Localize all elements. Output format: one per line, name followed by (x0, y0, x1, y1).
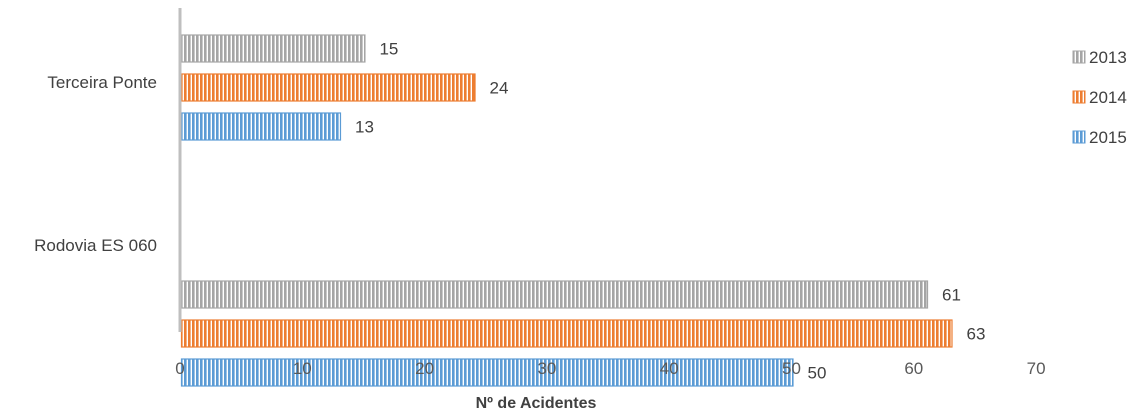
bar-rodovia-es-060-2013 (180, 280, 929, 309)
x-tick-label: 20 (415, 359, 434, 378)
data-label: 50 (808, 364, 827, 383)
legend-swatch-2013 (1072, 50, 1086, 64)
data-label: 63 (966, 325, 985, 344)
data-label: 61 (942, 286, 961, 305)
x-axis-title: Nº de Acidentes (476, 395, 597, 412)
legend-label-2013: 2013 (1089, 48, 1127, 67)
bar-terceira-ponte-2015 (180, 112, 342, 141)
x-tick-label: 60 (904, 359, 923, 378)
bar-terceira-ponte-2013 (180, 34, 366, 63)
legend: 2013 2014 2015 (1072, 48, 1127, 147)
data-label: 24 (490, 79, 509, 98)
bar-rodovia-es-060-2015 (180, 358, 794, 387)
bars-layer (180, 34, 953, 387)
legend-label-2015: 2015 (1089, 128, 1127, 147)
x-tick-label: 70 (1027, 359, 1046, 378)
bar-terceira-ponte-2014 (180, 73, 476, 102)
x-tick-labels: 0 10 20 30 40 50 60 70 (175, 359, 1045, 378)
legend-swatch-2015 (1072, 130, 1086, 144)
x-tick-label: 10 (293, 359, 312, 378)
x-tick-label: 40 (660, 359, 679, 378)
x-tick-label: 0 (175, 359, 184, 378)
legend-swatch-2014 (1072, 90, 1086, 104)
bar-rodovia-es-060-2014 (180, 319, 953, 348)
category-label: Rodovia ES 060 (34, 236, 157, 255)
category-label: Terceira Ponte (47, 73, 157, 92)
x-tick-label: 30 (537, 359, 556, 378)
legend-label-2014: 2014 (1089, 88, 1127, 107)
data-label: 13 (355, 118, 374, 137)
x-tick-label: 50 (782, 359, 801, 378)
data-label: 15 (379, 40, 398, 59)
labels-layer: 15 24 13 Terceira Ponte 61 63 50 Rodovia ES 060 (34, 40, 985, 383)
